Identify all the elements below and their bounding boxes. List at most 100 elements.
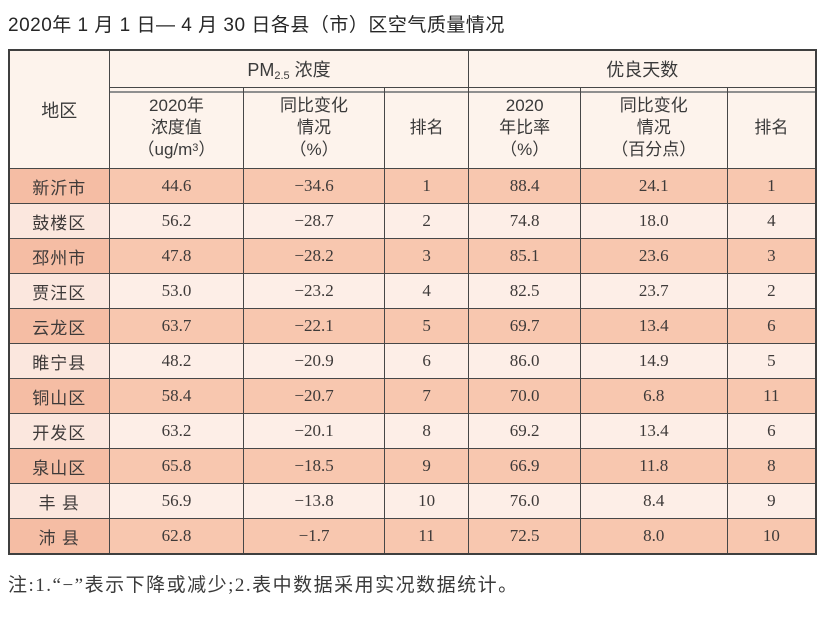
table-footnote: 注:1.“−”表示下降或减少;2.表中数据采用实况数据统计。: [8, 575, 519, 596]
table-row: 睢宁县 48.2 −20.9 6 86.0 14.9 5: [8, 343, 817, 379]
good-rank-cell: 3: [726, 238, 817, 274]
good-ratio-cell: 82.5: [468, 273, 581, 309]
header-line: 年比率: [499, 117, 551, 137]
pm-change-cell: −1.7: [243, 518, 385, 555]
pm-rank-cell: 5: [383, 308, 470, 344]
region-cell: 沛 县: [8, 518, 110, 555]
table-row: 邳州市 47.8 −28.2 3 85.1 23.6 3: [8, 238, 817, 274]
table-row: 铜山区 58.4 −20.7 7 70.0 6.8 11: [8, 378, 817, 414]
region-cell: 泉山区: [8, 448, 110, 484]
pm-rank-cell: 3: [383, 238, 470, 274]
region-cell: 邳州市: [8, 238, 110, 274]
good-change-cell: 18.0: [579, 203, 728, 239]
pm-value-cell: 44.6: [108, 168, 245, 204]
region-cell: 丰 县: [8, 483, 110, 519]
good-ratio-cell: 88.4: [468, 168, 581, 204]
good-ratio-column-header: 2020 年比率 （%）: [468, 87, 581, 169]
header-line: （%）: [289, 140, 339, 160]
good-change-cell: 8.4: [579, 483, 728, 519]
region-cell: 云龙区: [8, 308, 110, 344]
page-title: 2020年 1 月 1 日— 4 月 30 日各县（市）区空气质量情况: [8, 15, 505, 36]
pm-change-cell: −22.1: [243, 308, 385, 344]
pm-value-cell: 63.7: [108, 308, 245, 344]
good-change-cell: 6.8: [579, 378, 728, 414]
pm-change-cell: −13.8: [243, 483, 385, 519]
header-line: 2020: [505, 95, 544, 115]
good-rank-cell: 6: [726, 308, 817, 344]
pm-value-cell: 65.8: [108, 448, 245, 484]
good-change-column-header: 同比变化 情况 （百分点）: [579, 87, 728, 169]
header-line: 同比变化: [280, 95, 349, 115]
table-row: 鼓楼区 56.2 −28.7 2 74.8 18.0 4: [8, 203, 817, 239]
good-ratio-cell: 69.7: [468, 308, 581, 344]
pm-value-cell: 48.2: [108, 343, 245, 379]
region-column-header: 地区: [8, 49, 110, 169]
good-change-cell: 23.7: [579, 273, 728, 309]
pm-rank-cell: 10: [383, 483, 470, 519]
table-row: 泉山区 65.8 −18.5 9 66.9 11.8 8: [8, 448, 817, 484]
header-line: （ug/m3）: [137, 140, 216, 160]
good-change-cell: 11.8: [579, 448, 728, 484]
table-row: 贾汪区 53.0 −23.2 4 82.5 23.7 2: [8, 273, 817, 309]
pm-change-cell: −28.2: [243, 238, 385, 274]
good-rank-cell: 5: [726, 343, 817, 379]
region-cell: 新沂市: [8, 168, 110, 204]
pm-rank-cell: 2: [383, 203, 470, 239]
table-row: 丰 县 56.9 −13.8 10 76.0 8.4 9: [8, 483, 817, 519]
pm25-subscript: 2.5: [274, 70, 290, 82]
pm25-label-post: 浓度: [289, 60, 331, 80]
good-ratio-cell: 66.9: [468, 448, 581, 484]
pm25-group-header: PM2.5 浓度: [108, 49, 470, 88]
pm-change-cell: −20.1: [243, 413, 385, 449]
pm-rank-cell: 1: [383, 168, 470, 204]
pm-rank-cell: 11: [383, 518, 470, 555]
good-rank-cell: 10: [726, 518, 817, 555]
good-rank-cell: 9: [726, 483, 817, 519]
header-line: （百分点）: [611, 140, 697, 160]
air-quality-table: 地区 PM2.5 浓度 优良天数 2020年 浓度值 （ug/m3） 同比变化 …: [8, 49, 817, 555]
header-group-row: 地区 PM2.5 浓度 优良天数: [8, 49, 817, 169]
pm25-label-pre: PM: [247, 60, 275, 80]
good-ratio-cell: 74.8: [468, 203, 581, 239]
pm-value-cell: 56.9: [108, 483, 245, 519]
pm-rank-cell: 6: [383, 343, 470, 379]
pm-change-cell: −28.7: [243, 203, 385, 239]
pm-change-cell: −20.9: [243, 343, 385, 379]
good-ratio-cell: 70.0: [468, 378, 581, 414]
good-ratio-cell: 69.2: [468, 413, 581, 449]
pm-rank-cell: 4: [383, 273, 470, 309]
pm-rank-cell: 8: [383, 413, 470, 449]
good-rank-cell: 4: [726, 203, 817, 239]
pm-value-cell: 56.2: [108, 203, 245, 239]
header-line: 2020年: [149, 95, 204, 115]
header-line: （%）: [500, 140, 550, 160]
good-change-cell: 13.4: [579, 413, 728, 449]
pm-value-cell: 62.8: [108, 518, 245, 555]
header-line: 情况: [636, 117, 671, 137]
good-ratio-cell: 76.0: [468, 483, 581, 519]
region-cell: 鼓楼区: [8, 203, 110, 239]
header-line: 情况: [297, 117, 332, 137]
pm-change-cell: −23.2: [243, 273, 385, 309]
pm-change-cell: −18.5: [243, 448, 385, 484]
header-line: 浓度值: [150, 117, 202, 137]
pm-value-cell: 58.4: [108, 378, 245, 414]
region-cell: 睢宁县: [8, 343, 110, 379]
pm-rank-cell: 9: [383, 448, 470, 484]
good-rank-cell: 2: [726, 273, 817, 309]
region-cell: 铜山区: [8, 378, 110, 414]
good-rank-cell: 6: [726, 413, 817, 449]
good-change-cell: 23.6: [579, 238, 728, 274]
pm-change-cell: −20.7: [243, 378, 385, 414]
good-change-cell: 24.1: [579, 168, 728, 204]
pm-value-cell: 47.8: [108, 238, 245, 274]
header-sub-row: 2020年 浓度值 （ug/m3） 同比变化 情况 （%） 排名 2020 年比…: [9, 87, 817, 169]
pm-rank-cell: 7: [383, 378, 470, 414]
region-cell: 贾汪区: [8, 273, 110, 309]
pm-change-cell: −34.6: [243, 168, 385, 204]
table-row: 云龙区 63.7 −22.1 5 69.7 13.4 6: [8, 308, 817, 344]
table-row: 沛 县 62.8 −1.7 11 72.5 8.0 10: [8, 518, 817, 555]
table-row: 开发区 63.2 −20.1 8 69.2 13.4 6: [8, 413, 817, 449]
table-row: 新沂市 44.6 −34.6 1 88.4 24.1 1: [8, 168, 817, 204]
table-body: 新沂市 44.6 −34.6 1 88.4 24.1 1 鼓楼区 56.2 −28.7 2 74.8 1…: [8, 168, 817, 555]
